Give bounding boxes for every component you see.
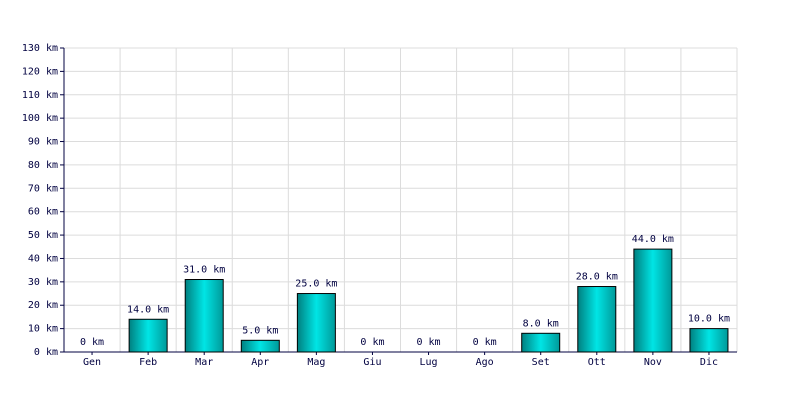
x-tick-label: Lug	[420, 357, 438, 368]
y-tick-label: 130 km	[22, 43, 58, 54]
x-tick-label: Mar	[195, 357, 213, 368]
value-label: 0 km	[473, 337, 497, 348]
x-tick-label: Mag	[307, 357, 325, 368]
y-tick-label: 0 km	[34, 347, 58, 358]
x-tick-label: Feb	[139, 357, 157, 368]
bar	[689, 328, 729, 353]
x-tick-label: Nov	[644, 357, 662, 368]
y-tick-label: 20 km	[28, 300, 58, 311]
value-label: 28.0 km	[576, 272, 618, 283]
marks: Gen 0 km Feb 14.0 km Mar 31.0 km Apr 5.0 km Mag 2…	[80, 234, 730, 368]
grid: 0 km 10 km 20 km 30 km 40 km 50 km 60 km 70 km 8…	[22, 43, 738, 358]
x-tick-label: Dic	[700, 357, 718, 368]
y-tick-label: 100 km	[22, 113, 58, 124]
x-tick-label: Apr	[251, 357, 269, 368]
value-label: 44.0 km	[632, 234, 674, 245]
y-tick-label: 10 km	[28, 324, 58, 335]
y-tick-label: 120 km	[22, 66, 58, 77]
y-tick-label: 60 km	[28, 207, 58, 218]
value-label: 25.0 km	[295, 279, 337, 290]
value-label: 5.0 km	[242, 325, 278, 336]
value-label: 0 km	[360, 337, 384, 348]
bar	[296, 293, 336, 353]
value-label: 14.0 km	[127, 304, 169, 315]
y-tick-label: 80 km	[28, 160, 58, 171]
x-tick-label: Ott	[588, 357, 606, 368]
bar	[577, 286, 617, 353]
y-tick-label: 50 km	[28, 230, 58, 241]
x-tick-label: Set	[532, 357, 550, 368]
value-label: 8.0 km	[523, 318, 559, 329]
value-label: 0 km	[80, 337, 104, 348]
bar	[633, 248, 673, 353]
value-label: 10.0 km	[688, 314, 730, 325]
bar	[521, 332, 561, 353]
x-tick-label: Gen	[83, 357, 101, 368]
bar	[240, 339, 280, 353]
y-tick-label: 90 km	[28, 137, 58, 148]
x-tick-label: Ago	[476, 357, 494, 368]
x-tick-label: Giu	[363, 357, 381, 368]
value-label: 31.0 km	[183, 265, 225, 276]
bar	[184, 279, 224, 353]
y-tick-label: 40 km	[28, 253, 58, 264]
value-label: 0 km	[416, 337, 440, 348]
y-tick-label: 110 km	[22, 90, 58, 101]
y-tick-label: 30 km	[28, 277, 58, 288]
bar	[128, 318, 168, 353]
y-tick-label: 70 km	[28, 183, 58, 194]
